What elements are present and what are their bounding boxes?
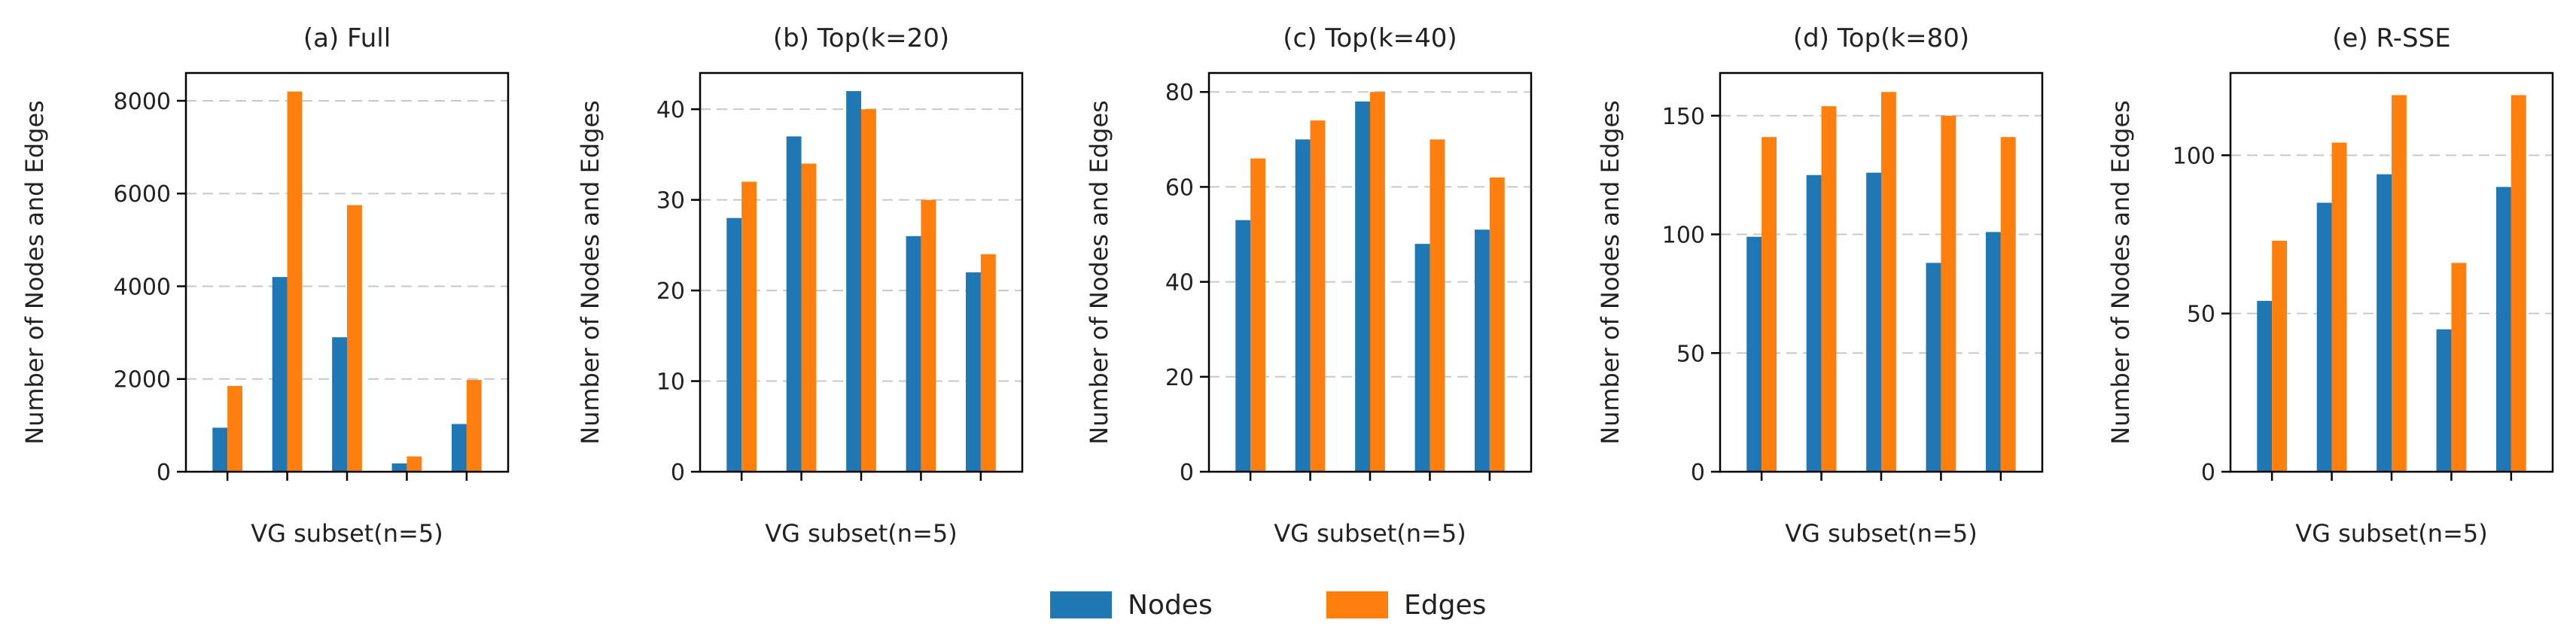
bar-edges-4: [406, 456, 422, 472]
chart-panel: 0 2000 4000 6000 8000 (a) Full VG subset(n=5) N…: [20, 23, 510, 548]
y-tick-label: 150: [1662, 104, 1705, 130]
legend-swatch-edges: [1326, 591, 1388, 618]
bar-nodes-2: [2316, 202, 2332, 472]
bar-edges-2: [801, 163, 817, 472]
x-axis-label: VG subset(n=5): [1274, 519, 1466, 548]
legend-swatch-nodes: [1050, 591, 1112, 618]
bar-nodes-1: [1746, 236, 1762, 472]
y-tick-label: 0: [157, 460, 171, 486]
x-axis-label: VG subset(n=5): [1785, 519, 1977, 548]
bar-edges-1: [1250, 158, 1265, 472]
y-tick-label: 0: [671, 460, 685, 486]
bar-edges-1: [2272, 240, 2287, 472]
panel-title: (b) Top(k=20): [773, 23, 949, 53]
y-tick-label: 4000: [114, 274, 171, 300]
bar-nodes-4: [2436, 329, 2452, 472]
bar-nodes-5: [2496, 187, 2511, 472]
bar-edges-5: [2000, 137, 2016, 472]
y-tick-label: 60: [1165, 175, 1194, 201]
x-axis-label: VG subset(n=5): [765, 519, 957, 548]
y-axis-label: Number of Nodes and Edges: [1085, 100, 1113, 445]
bar-nodes-5: [1986, 232, 2001, 472]
y-tick-label: 50: [1676, 341, 1705, 367]
bar-nodes-1: [1235, 220, 1251, 472]
bar-edges-3: [2392, 95, 2407, 472]
y-tick-label: 8000: [114, 89, 171, 115]
bar-edges-2: [1310, 120, 1326, 472]
legend-label-nodes: Nodes: [1128, 590, 1213, 621]
bar-nodes-1: [2257, 300, 2273, 472]
bar-edges-2: [287, 91, 303, 472]
y-tick-label: 10: [656, 369, 685, 396]
y-tick-label: 40: [656, 97, 685, 123]
y-tick-label: 0: [1691, 460, 1705, 486]
bar-edges-1: [1761, 137, 1777, 472]
panel-title: (d) Top(k=80): [1793, 23, 1969, 53]
bar-edges-2: [1821, 106, 1837, 472]
y-tick-label: 80: [1165, 80, 1194, 106]
bar-edges-4: [1430, 139, 1445, 472]
bar-edges-1: [741, 181, 757, 472]
y-tick-label: 40: [1165, 270, 1194, 296]
chart-panel: 0 10 20 30 40 (b) Top(k=20) VG subset(n=5) Numb…: [576, 23, 1024, 548]
y-tick-label: 50: [2187, 302, 2215, 328]
bar-nodes-1: [212, 427, 228, 472]
y-axis-label: Number of Nodes and Edges: [576, 100, 604, 445]
y-tick-label: 100: [2173, 143, 2215, 169]
y-tick-label: 2000: [114, 367, 171, 393]
bar-nodes-3: [1355, 101, 1370, 472]
y-axis-label: Number of Nodes and Edges: [2106, 100, 2135, 445]
bar-edges-5: [2511, 95, 2526, 472]
legend: Nodes Edges: [1050, 590, 1486, 621]
bar-edges-3: [1370, 92, 1385, 472]
y-tick-label: 30: [656, 188, 685, 214]
bar-nodes-2: [272, 277, 288, 472]
bar-nodes-2: [786, 136, 802, 472]
bar-nodes-5: [966, 272, 981, 472]
bar-edges-3: [1881, 92, 1896, 472]
bar-nodes-3: [1866, 172, 1881, 472]
bar-nodes-4: [1414, 244, 1430, 472]
bar-edges-5: [980, 254, 996, 472]
y-axis-label: Number of Nodes and Edges: [20, 100, 49, 445]
bar-edges-4: [921, 199, 936, 472]
chart-panel: 0 20 40 60 80 (c) Top(k=40) VG subset(n=5) Numb…: [1085, 23, 1533, 548]
panel-title: (a) Full: [303, 23, 391, 53]
y-tick-label: 20: [656, 278, 685, 305]
chart-panel: 0 50 100 150 (d) Top(k=80) VG subset(n=5) Numb…: [1596, 23, 2044, 548]
bar-edges-5: [1489, 177, 1505, 472]
x-axis-label: VG subset(n=5): [251, 519, 443, 548]
panel-title: (e) R-SSE: [2332, 23, 2450, 53]
panel-title: (c) Top(k=40): [1283, 23, 1457, 53]
bar-nodes-5: [1475, 229, 1490, 472]
bar-nodes-4: [391, 463, 407, 472]
bar-nodes-2: [1806, 175, 1822, 472]
bar-nodes-1: [726, 217, 742, 472]
bar-edges-3: [347, 205, 362, 472]
bar-edges-5: [466, 379, 482, 472]
bar-nodes-2: [1295, 139, 1311, 472]
chart-panel: 0 50 100 (e) R-SSE VG subset(n=5) Number of N…: [2106, 23, 2554, 548]
y-tick-label: 6000: [114, 181, 171, 208]
bar-nodes-3: [332, 337, 347, 472]
y-tick-label: 20: [1165, 365, 1194, 391]
bar-edges-1: [227, 385, 242, 472]
bar-nodes-4: [1926, 263, 1941, 472]
bar-nodes-4: [906, 235, 921, 472]
bar-nodes-3: [846, 91, 861, 472]
bar-edges-3: [861, 109, 876, 472]
bar-edges-4: [1941, 115, 1956, 472]
x-axis-label: VG subset(n=5): [2295, 519, 2487, 548]
bar-edges-2: [2331, 142, 2347, 472]
legend-label-edges: Edges: [1404, 590, 1486, 621]
y-tick-label: 0: [1180, 460, 1194, 486]
bar-edges-4: [2451, 263, 2467, 472]
y-axis-label: Number of Nodes and Edges: [1596, 100, 1624, 445]
bar-nodes-5: [452, 424, 467, 472]
y-tick-label: 100: [1662, 223, 1705, 249]
bar-nodes-3: [2377, 174, 2392, 472]
y-tick-label: 0: [2201, 460, 2215, 486]
